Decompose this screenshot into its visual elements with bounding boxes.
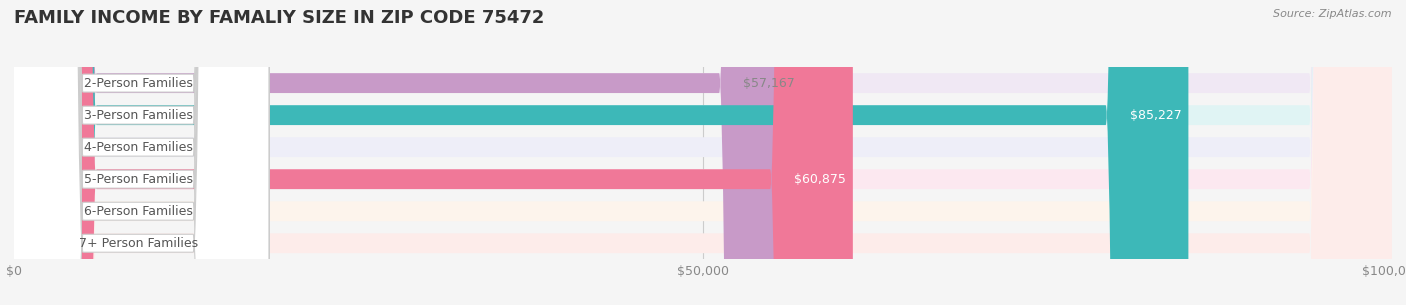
Text: 4-Person Families: 4-Person Families — [83, 141, 193, 154]
Text: Source: ZipAtlas.com: Source: ZipAtlas.com — [1274, 9, 1392, 19]
Text: 2-Person Families: 2-Person Families — [83, 77, 193, 90]
Text: 6-Person Families: 6-Person Families — [83, 205, 193, 218]
Text: $57,167: $57,167 — [744, 77, 794, 90]
Text: $0: $0 — [35, 237, 51, 250]
Text: 7+ Person Families: 7+ Person Families — [79, 237, 198, 250]
FancyBboxPatch shape — [14, 0, 801, 305]
FancyBboxPatch shape — [7, 0, 269, 305]
FancyBboxPatch shape — [14, 0, 1392, 305]
FancyBboxPatch shape — [7, 0, 269, 305]
FancyBboxPatch shape — [7, 0, 269, 305]
FancyBboxPatch shape — [14, 0, 1188, 305]
Text: $0: $0 — [35, 205, 51, 218]
FancyBboxPatch shape — [14, 0, 853, 305]
FancyBboxPatch shape — [7, 0, 269, 305]
FancyBboxPatch shape — [7, 0, 269, 305]
Text: $85,227: $85,227 — [1130, 109, 1181, 122]
Text: FAMILY INCOME BY FAMALIY SIZE IN ZIP CODE 75472: FAMILY INCOME BY FAMALIY SIZE IN ZIP COD… — [14, 9, 544, 27]
FancyBboxPatch shape — [14, 0, 1392, 305]
Text: $0: $0 — [35, 141, 51, 154]
Text: $60,875: $60,875 — [794, 173, 846, 186]
Text: 3-Person Families: 3-Person Families — [83, 109, 193, 122]
FancyBboxPatch shape — [14, 0, 1392, 305]
FancyBboxPatch shape — [7, 0, 269, 305]
FancyBboxPatch shape — [14, 0, 1392, 305]
Text: 5-Person Families: 5-Person Families — [83, 173, 193, 186]
FancyBboxPatch shape — [14, 0, 1392, 305]
FancyBboxPatch shape — [14, 0, 1392, 305]
